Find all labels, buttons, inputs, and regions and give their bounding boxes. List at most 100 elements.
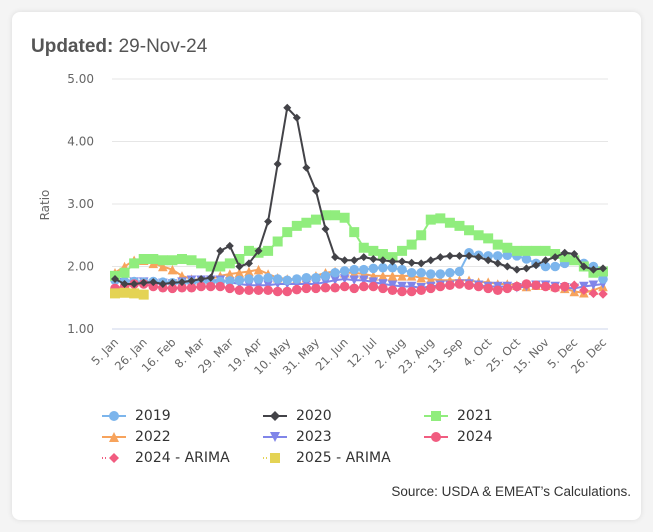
- data-point: [483, 233, 494, 244]
- data-point: [474, 253, 483, 262]
- legend-item[interactable]: 2023: [261, 427, 332, 447]
- data-point: [186, 255, 197, 266]
- data-point: [425, 274, 436, 284]
- legend-item[interactable]: 2025 - ARIMA: [261, 448, 391, 468]
- legend-symbol-icon: [102, 432, 126, 442]
- data-point: [244, 259, 253, 268]
- data-point: [598, 274, 608, 284]
- data-point: [378, 271, 388, 281]
- data-point: [521, 279, 532, 289]
- data-point: [397, 264, 407, 275]
- data-point: [186, 282, 197, 293]
- data-point: [321, 225, 330, 233]
- data-point: [588, 288, 599, 299]
- grid-lines: [112, 78, 608, 330]
- legend-symbol-icon: [424, 411, 448, 421]
- legend-item[interactable]: 2024: [422, 427, 493, 447]
- data-point: [425, 283, 436, 294]
- data-point: [454, 279, 465, 289]
- data-point: [454, 266, 465, 277]
- data-point: [540, 245, 551, 256]
- updated-label: Updated:: [31, 36, 114, 57]
- data-point: [454, 220, 465, 231]
- data-point: [235, 262, 244, 271]
- data-point: [120, 280, 129, 288]
- data-point: [387, 271, 398, 281]
- data-point: [560, 248, 569, 257]
- data-point: [206, 273, 215, 282]
- legend-item[interactable]: 2024 - ARIMA: [100, 448, 230, 468]
- data-point: [349, 227, 360, 238]
- data-point: [339, 266, 350, 276]
- data-point: [301, 272, 312, 283]
- data-point: [598, 289, 608, 299]
- series-group: [110, 103, 608, 300]
- data-point: [502, 242, 513, 253]
- data-point: [292, 113, 301, 122]
- data-point: [225, 283, 235, 294]
- data-point: [272, 236, 283, 247]
- data-point: [416, 272, 426, 283]
- data-point: [387, 262, 398, 273]
- data-point: [559, 281, 570, 292]
- data-point: [330, 275, 340, 286]
- data-point: [167, 255, 178, 266]
- data-point: [540, 281, 551, 292]
- data-point: [282, 227, 293, 238]
- legend-item[interactable]: 2019: [100, 406, 171, 426]
- data-point: [358, 275, 369, 286]
- legend-symbol-icon: [263, 453, 280, 463]
- data-point: [244, 266, 254, 277]
- data-point: [253, 264, 264, 275]
- data-point: [416, 267, 426, 278]
- data-point: [531, 245, 542, 256]
- legend-label: 2024 - ARIMA: [135, 450, 230, 466]
- data-point: [589, 265, 598, 274]
- data-point: [532, 261, 541, 270]
- data-point: [511, 245, 522, 256]
- legend-item[interactable]: 2021: [422, 406, 493, 426]
- data-point: [484, 256, 493, 265]
- data-point: [378, 256, 387, 265]
- data-point: [350, 256, 359, 265]
- data-point: [225, 276, 235, 286]
- data-point: [349, 283, 360, 294]
- data-point: [320, 282, 331, 293]
- data-point: [149, 278, 158, 287]
- data-point: [292, 274, 302, 284]
- data-point: [416, 230, 427, 241]
- data-point: [445, 280, 455, 291]
- data-point: [397, 281, 407, 292]
- data-point: [224, 258, 235, 269]
- data-point: [205, 281, 216, 292]
- data-point: [569, 280, 580, 291]
- data-point: [492, 239, 503, 250]
- data-point: [253, 274, 264, 284]
- data-point: [426, 256, 435, 265]
- legend-label: 2024: [457, 429, 493, 445]
- data-point: [119, 287, 130, 298]
- source-note: Source: USDA & EMEAT’s Calculations.: [391, 484, 631, 499]
- data-point: [416, 285, 426, 296]
- data-point: [493, 259, 502, 268]
- data-point: [512, 265, 521, 274]
- data-point: [483, 251, 493, 261]
- data-point: [559, 252, 570, 263]
- y-axis-ticks: 1.00 2.00 3.00 4.00 5.00: [67, 72, 94, 336]
- data-point: [406, 281, 417, 292]
- data-point: [368, 263, 379, 274]
- data-point: [282, 286, 293, 297]
- data-point: [177, 278, 186, 287]
- data-point: [263, 272, 273, 283]
- data-point: [599, 264, 607, 273]
- data-point: [541, 256, 550, 265]
- updated-date: 29-Nov-24: [118, 36, 208, 57]
- legend-item[interactable]: 2020: [261, 406, 332, 426]
- data-point: [444, 217, 455, 228]
- data-point: [234, 267, 245, 278]
- legend-item[interactable]: 2022: [100, 427, 171, 447]
- data-point: [119, 267, 130, 278]
- data-point: [588, 280, 599, 291]
- series-2024-arima: [559, 280, 608, 299]
- data-point: [569, 255, 580, 266]
